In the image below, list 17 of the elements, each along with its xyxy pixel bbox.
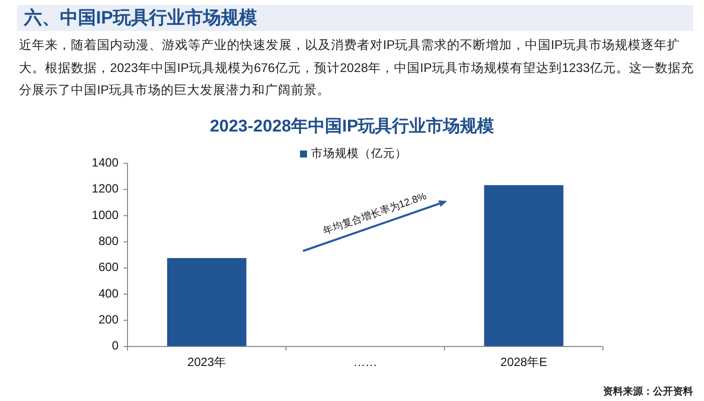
y-tick-label: 0	[112, 338, 119, 353]
y-tick-label: 200	[98, 312, 119, 326]
y-tick-label: 1000	[92, 208, 119, 222]
text: 六、中国IP玩具行业市场规模	[23, 7, 258, 28]
text: 近年来，随着国内动漫、游戏等产业的快速发展，以及消费者对IP玩具需求的不断增加，中国IP玩具市场规模逐年扩大。根据数据，2023年中国IP玩具规模为676亿元，预计2028年，中国IP玩具市场规模有望达到1233亿元。这一数据充分展示了中国IP玩具市场的巨大发展潜力和广阔前景。	[19, 37, 695, 99]
legend-label: 市场规模（亿元）	[311, 146, 407, 160]
chart-title: 2023-2028年中国IP玩具行业市场规模	[210, 116, 494, 136]
annotation: 年均复合增长率为12.8%	[322, 190, 428, 238]
x-tick-label: ……	[353, 355, 378, 370]
x-tick-label: 2028年E	[500, 355, 548, 370]
y-tick-label: 800	[98, 234, 119, 248]
y-tick-label: 400	[98, 286, 119, 300]
y-tick-label: 1200	[92, 182, 119, 196]
y-tick-label: 1400	[92, 155, 119, 170]
x-tick-label: 2023年	[187, 355, 226, 370]
y-tick-label: 600	[98, 260, 119, 274]
text: 资料来源：公开资料	[603, 386, 693, 398]
